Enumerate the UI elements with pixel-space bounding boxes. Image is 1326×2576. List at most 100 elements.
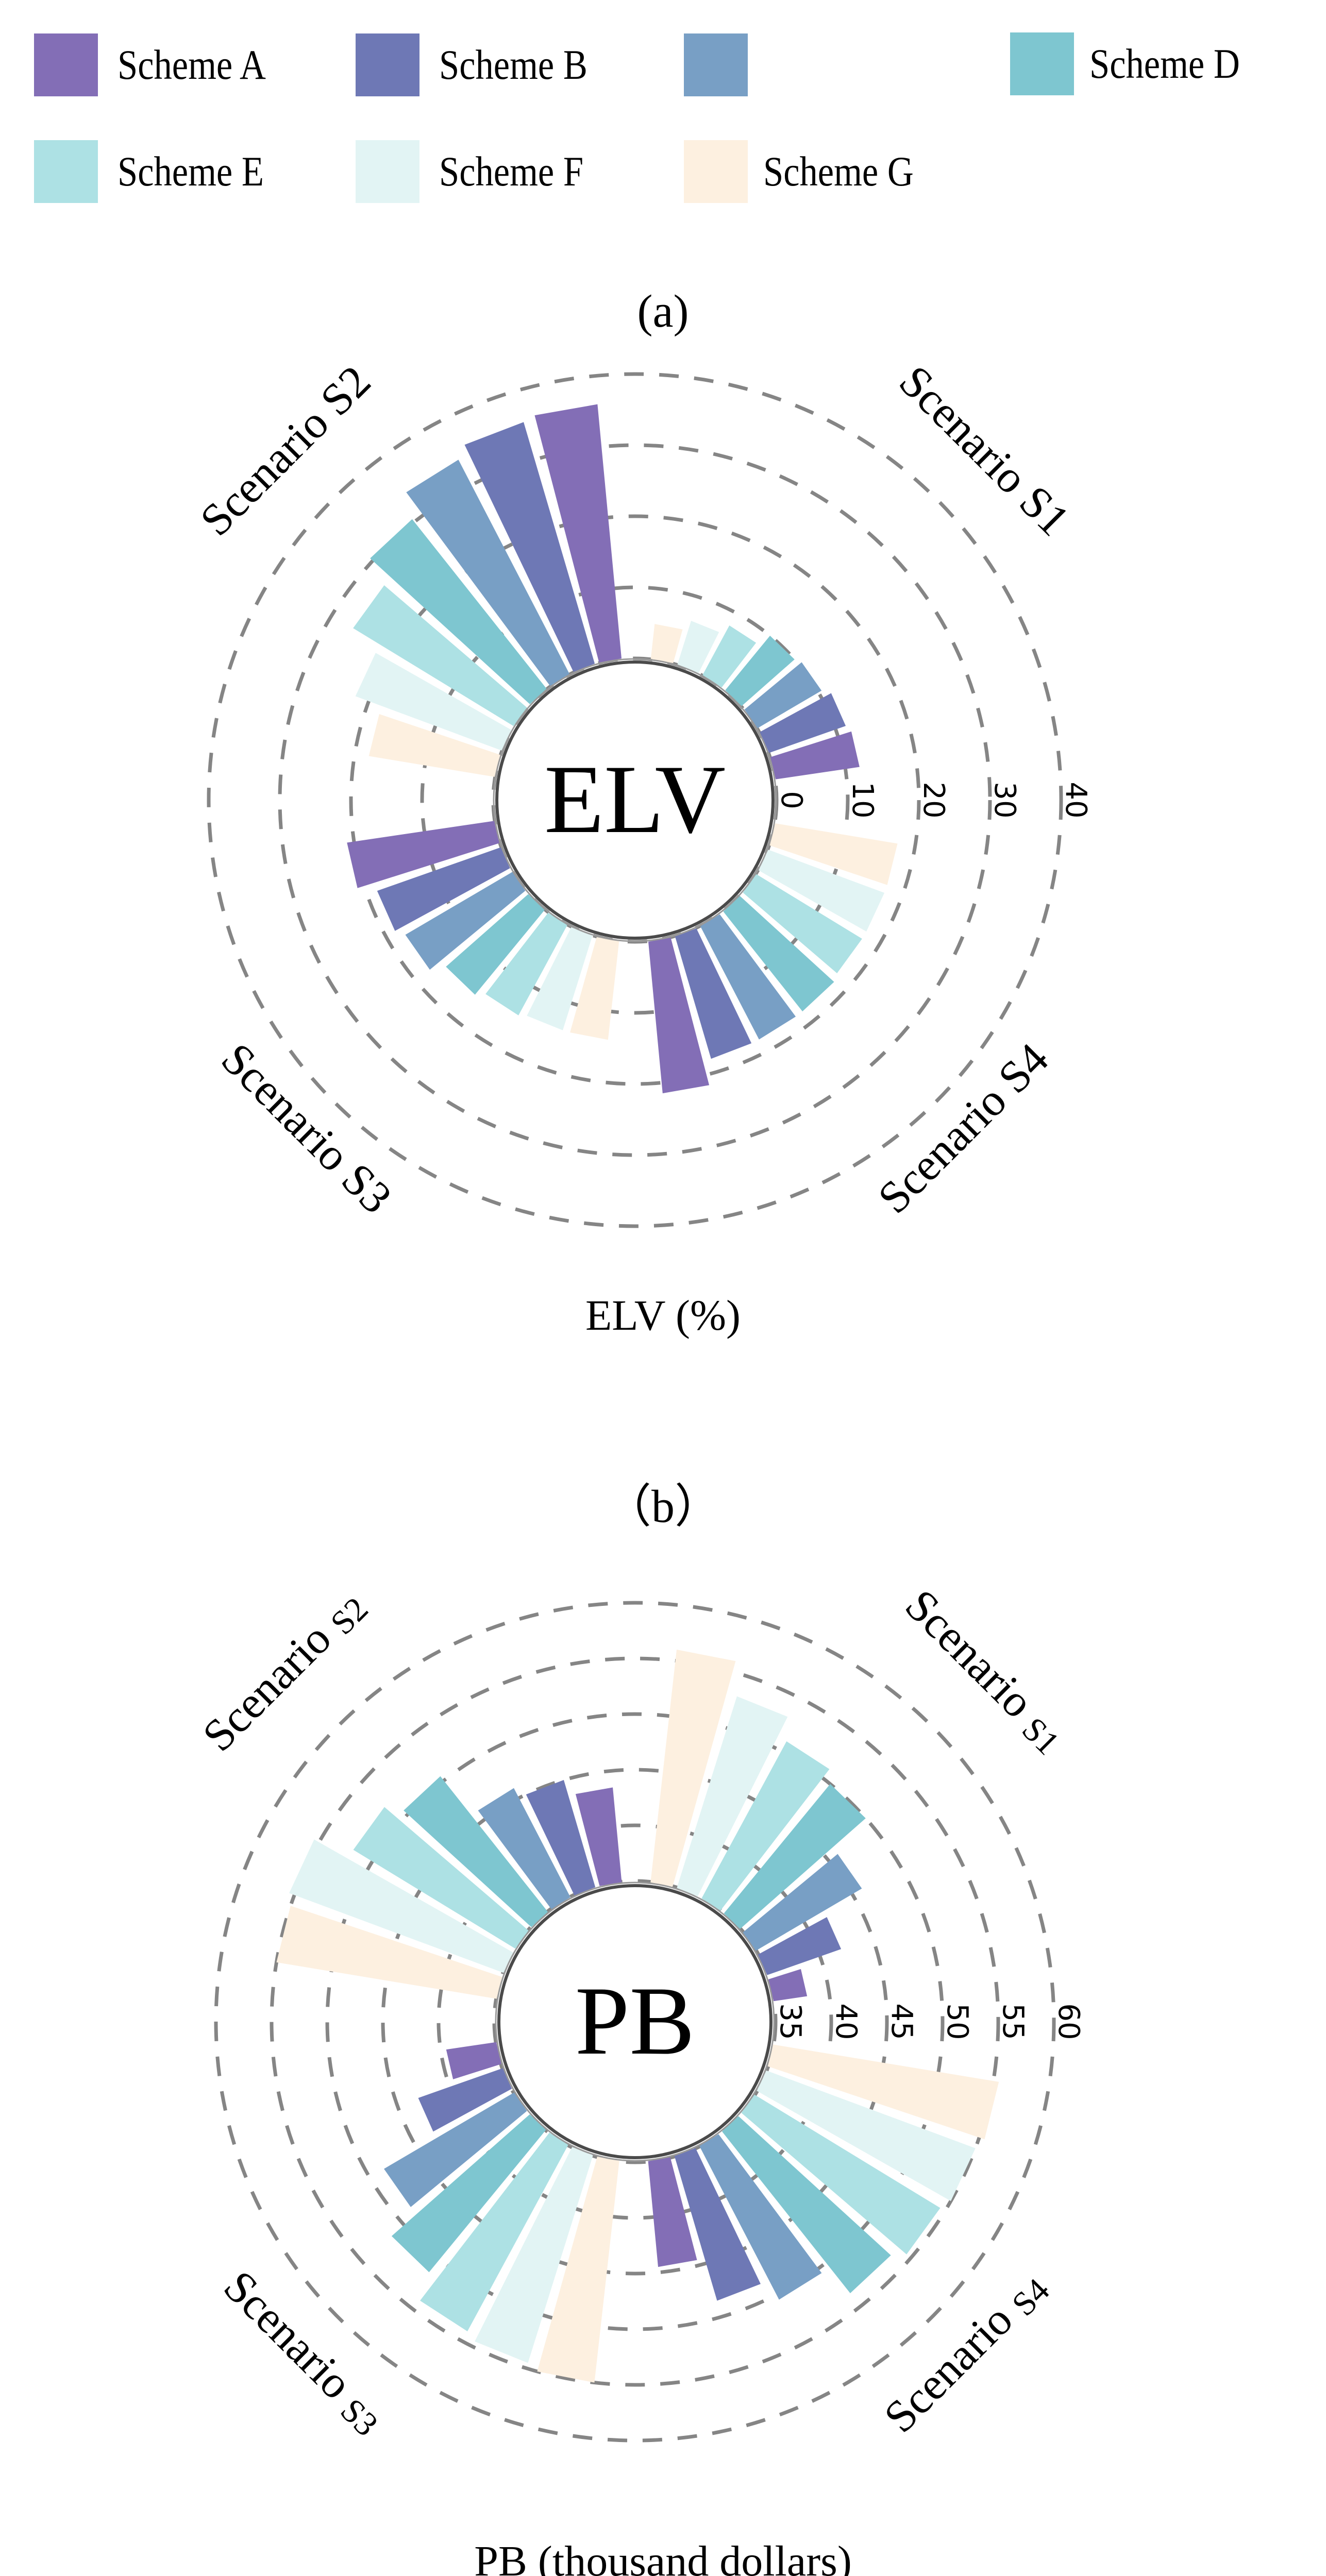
- grid-ring: [381, 1768, 889, 2276]
- axis-tick-label: 40: [1059, 782, 1093, 818]
- bar: [526, 1780, 596, 1895]
- bar: [741, 2094, 941, 2255]
- scenario-label: Scenario S1: [889, 361, 1079, 546]
- inner-ring: [493, 658, 777, 942]
- legend-swatch-scheme-e: [34, 140, 98, 203]
- axis-tick-label: 45: [885, 2003, 918, 2040]
- bar: [675, 928, 752, 1059]
- scenario-label: Scenario S2: [191, 361, 380, 546]
- bar: [406, 460, 569, 686]
- axis-tick-label: 35: [774, 2003, 807, 2040]
- bar: [534, 404, 622, 663]
- bar: [537, 2156, 619, 2383]
- pb-radial-bar-chart: PB 35 40 45 50 55 60 Scenario S1 Scenario S2 Scen…: [193, 1580, 1085, 2444]
- grid-ring: [349, 514, 921, 1086]
- bar: [485, 912, 567, 1015]
- legend: Scheme A Scheme B Scheme D Scheme E Sche…: [0, 0, 1326, 216]
- axis-tick-label: 60: [1052, 2003, 1085, 2040]
- scenario-label: Scenario S1: [895, 1580, 1077, 1762]
- bar: [370, 519, 547, 704]
- legend-item-scheme-b: Scheme B: [356, 32, 612, 97]
- bar: [758, 850, 885, 932]
- bar: [570, 937, 619, 1040]
- bar: [674, 2148, 761, 2301]
- bar: [404, 1776, 548, 1927]
- legend-swatch-scheme-b: [356, 33, 419, 96]
- center-circle: [497, 1884, 773, 2159]
- scenario-label: Scenario S2: [193, 1580, 375, 1762]
- legend-label-scheme-g: Scheme G: [763, 147, 914, 195]
- bar: [677, 620, 719, 673]
- bar: [377, 847, 510, 931]
- legend-item-scheme-c: [684, 32, 767, 97]
- bar: [289, 1839, 513, 1973]
- bar: [744, 662, 822, 728]
- bar: [723, 896, 834, 1012]
- bar: [700, 914, 796, 1040]
- bar: [478, 1788, 570, 1909]
- bar: [464, 422, 595, 672]
- grid-ring: [270, 1656, 1000, 2387]
- grid-ring: [437, 1823, 833, 2220]
- axis-tick-label: 40: [829, 2003, 863, 2040]
- bar: [276, 1906, 502, 1999]
- axis-tick-label: 30: [988, 782, 1021, 818]
- bar: [475, 2147, 593, 2363]
- bar: [725, 635, 795, 706]
- elv-radial-bar-chart: ELV 0 10 20 30 40 Scenario S1 Scenario S2 Scenar…: [191, 361, 1093, 1228]
- panel-b-title: （b）: [605, 1481, 721, 1532]
- axis-tick-label: 10: [846, 782, 879, 818]
- legend-swatch-scheme-g: [684, 140, 748, 203]
- bar: [355, 653, 512, 751]
- bar: [724, 1784, 866, 1929]
- legend-swatch-scheme-f: [356, 140, 419, 203]
- bar: [650, 1649, 736, 1887]
- grid-ring: [207, 372, 1063, 1228]
- legend-label-scheme-f: Scheme F: [439, 147, 584, 195]
- bar: [743, 1854, 862, 1951]
- bar: [648, 2157, 697, 2267]
- legend-item-scheme-g: Scheme G: [684, 139, 938, 204]
- panel-a-axis-title: ELV (%): [585, 1292, 741, 1340]
- bar: [758, 1917, 842, 1975]
- legend-item-scheme-a: Scheme A: [34, 32, 290, 97]
- legend-item-scheme-f: Scheme F: [356, 139, 607, 204]
- axis-tick-label: 50: [941, 2003, 974, 2040]
- bar: [760, 693, 846, 753]
- scenario-label: Scenario S3: [213, 2261, 395, 2443]
- bar: [391, 2114, 546, 2273]
- bar: [699, 2134, 822, 2300]
- legend-label-scheme-a: Scheme A: [118, 41, 266, 88]
- scenario-label: Scenario S3: [212, 1034, 401, 1224]
- bar: [768, 1969, 808, 2002]
- bar: [527, 927, 593, 1030]
- bar: [418, 2068, 512, 2132]
- inner-ring: [495, 1882, 775, 2162]
- bar: [420, 2132, 568, 2332]
- scenario-label: Scenario S4: [875, 2261, 1056, 2443]
- bar: [648, 938, 710, 1094]
- bar: [677, 1696, 788, 1896]
- bar: [446, 2042, 501, 2079]
- grid-ring: [325, 1712, 945, 2331]
- bar: [770, 731, 860, 779]
- bar: [405, 872, 526, 970]
- grid-ring: [492, 1879, 778, 2164]
- legend-label-scheme-e: Scheme E: [118, 147, 264, 195]
- bar: [353, 585, 527, 726]
- grid-ring: [214, 1601, 1056, 2443]
- bar: [702, 625, 757, 688]
- legend-item-scheme-d: Scheme D: [1010, 31, 1264, 96]
- bar: [347, 821, 499, 888]
- axis-tick-label: 20: [917, 782, 950, 818]
- bar: [368, 714, 500, 777]
- axis-tick-label: 55: [996, 2003, 1030, 2040]
- center-label: ELV: [544, 745, 726, 854]
- legend-item-scheme-e: Scheme E: [34, 139, 288, 204]
- legend-swatch-scheme-c: [684, 33, 748, 96]
- bar: [769, 823, 898, 885]
- bar: [446, 894, 545, 995]
- bar: [767, 2044, 999, 2140]
- legend-swatch-scheme-a: [34, 33, 98, 96]
- bar: [575, 1787, 622, 1886]
